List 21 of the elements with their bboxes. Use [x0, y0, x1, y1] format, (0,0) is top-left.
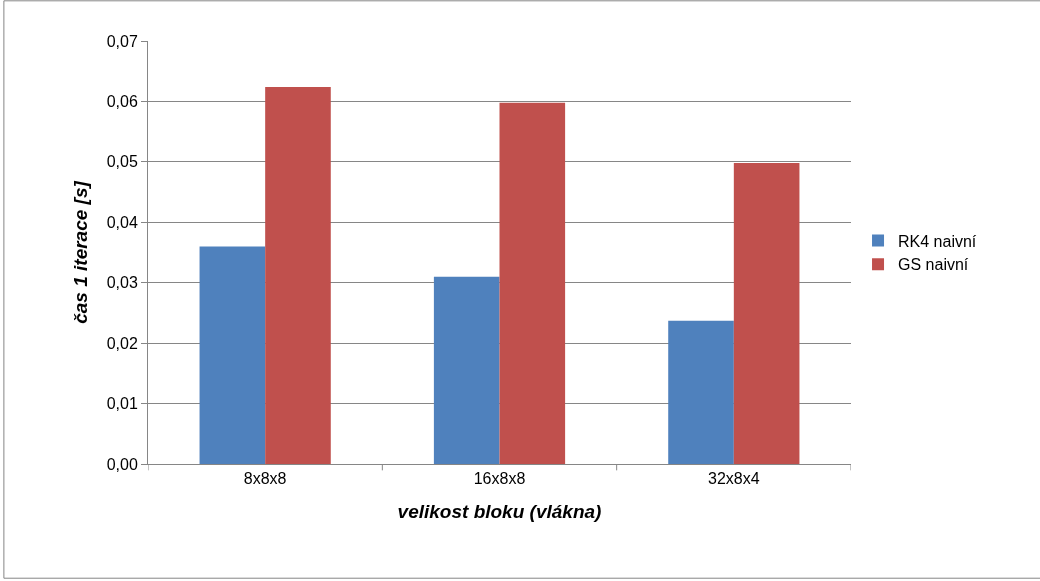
y-axis-title: čas 1 iterace [s]: [69, 180, 91, 324]
y-tick-label: 0,05: [106, 153, 138, 171]
bar: [499, 102, 566, 464]
x-tick-label: 32x8x4: [708, 470, 760, 488]
bar: [668, 320, 734, 464]
x-axis-title: velikost bloku (vlákna): [397, 501, 602, 522]
y-tick-label: 0,04: [106, 213, 138, 231]
bar: [199, 246, 266, 464]
y-tick-label: 0,00: [106, 455, 138, 473]
x-tick-label: 8x8x8: [243, 470, 287, 488]
y-tick-label: 0,01: [106, 395, 138, 413]
y-tick-label: 0,03: [106, 274, 138, 292]
x-tick-label: 16x8x8: [473, 470, 526, 488]
legend-label: RK4 naivní: [898, 232, 977, 250]
y-tick-label: 0,07: [106, 32, 138, 50]
bar: [433, 276, 500, 464]
y-tick-label: 0,02: [106, 334, 138, 352]
y-tick-label: 0,06: [106, 93, 138, 111]
bar: [265, 86, 331, 464]
bar: [733, 163, 800, 464]
legend-label: GS naivní: [898, 256, 969, 274]
